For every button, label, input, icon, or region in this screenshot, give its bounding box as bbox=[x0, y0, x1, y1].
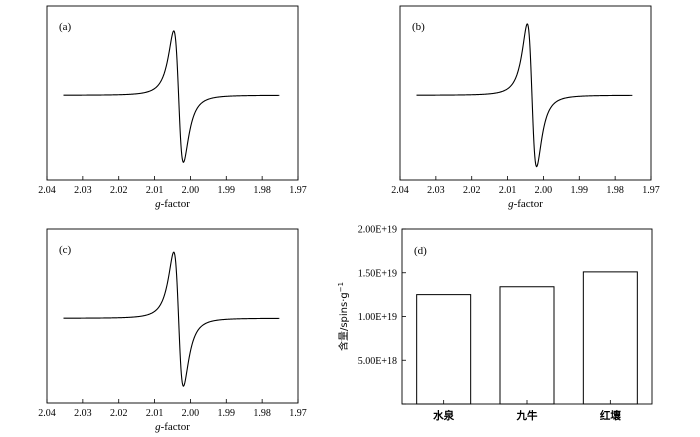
x-tick-label: 2.00 bbox=[182, 408, 200, 419]
epr-signal-line bbox=[63, 30, 280, 163]
x-axis-label-g: g bbox=[155, 198, 161, 210]
x-tick-label: 1.98 bbox=[253, 408, 271, 419]
bar bbox=[416, 294, 472, 405]
x-tick-label: 1.97 bbox=[289, 408, 307, 419]
y-axis-label-superscript: −1 bbox=[337, 282, 345, 292]
y-tick-label: 2.00E+19 bbox=[358, 225, 397, 236]
bar-panel: 5.00E+18 1.00E+19 1.50E+19 2.00E+19 水泉 九牛 红壤 (d… bbox=[337, 225, 653, 422]
panel-label: (b) bbox=[412, 21, 425, 33]
x-tick-label: 1.97 bbox=[289, 185, 307, 196]
x-tick-label: 1.99 bbox=[571, 185, 589, 196]
panel-label: (a) bbox=[59, 21, 72, 33]
x-tick-label: 2.02 bbox=[463, 185, 481, 196]
y-tick-label: 1.00E+19 bbox=[358, 312, 397, 323]
y-axis-label: 含量/spins·g−1 bbox=[337, 282, 350, 351]
x-tick-label: 2.01 bbox=[146, 185, 164, 196]
x-tick-label: 1.97 bbox=[642, 185, 660, 196]
x-tick-label: 2.02 bbox=[110, 185, 128, 196]
x-axis-label-g: g bbox=[508, 198, 514, 210]
plot-frame bbox=[399, 5, 652, 181]
x-tick-label: 九牛 bbox=[516, 409, 538, 422]
bar bbox=[499, 286, 555, 405]
x-tick-label: 2.03 bbox=[427, 185, 445, 196]
x-tick-label: 1.98 bbox=[253, 185, 271, 196]
x-tick-label: 红壤 bbox=[600, 409, 621, 422]
x-tick-label: 2.02 bbox=[110, 408, 128, 419]
x-tick-label: 水泉 bbox=[432, 409, 454, 422]
x-axis-label: g-factor bbox=[155, 421, 190, 433]
epr-panel-1: 2.04 2.03 2.02 2.01 2.00 1.99 1.98 1.97 g-factor… bbox=[391, 5, 660, 210]
x-tick-label: 2.03 bbox=[74, 408, 92, 419]
y-tick-label: 1.50E+19 bbox=[358, 268, 397, 279]
x-tick-label: 2.04 bbox=[391, 185, 409, 196]
x-axis-label-g: g bbox=[155, 421, 161, 433]
x-tick-label: 2.00 bbox=[535, 185, 553, 196]
x-tick-label: 1.99 bbox=[218, 185, 236, 196]
panel-label: (d) bbox=[414, 245, 427, 257]
x-tick-label: 1.98 bbox=[606, 185, 624, 196]
bar bbox=[582, 271, 638, 405]
plot-frame bbox=[46, 228, 299, 404]
x-tick-label: 2.04 bbox=[38, 185, 56, 196]
epr-panel-2: 2.04 2.03 2.02 2.01 2.00 1.99 1.98 1.97 g-factor… bbox=[38, 228, 307, 433]
y-axis-label-text: 含量/spins·g bbox=[337, 292, 350, 351]
x-tick-label: 2.04 bbox=[38, 408, 56, 419]
y-tick-label: 5.00E+18 bbox=[358, 356, 397, 367]
x-axis-label: g-factor bbox=[155, 198, 190, 210]
x-tick-label: 1.99 bbox=[218, 408, 236, 419]
x-axis-label: g-factor bbox=[508, 198, 543, 210]
x-tick-label: 2.01 bbox=[499, 185, 517, 196]
plot-frame bbox=[46, 5, 299, 181]
x-tick-label: 2.00 bbox=[182, 185, 200, 196]
x-tick-label: 2.01 bbox=[146, 408, 164, 419]
x-axis-label-suffix: -factor bbox=[514, 198, 544, 210]
epr-signal-line bbox=[416, 23, 633, 168]
epr-signal-line bbox=[63, 251, 280, 387]
epr-panel-0: 2.04 2.03 2.02 2.01 2.00 1.99 1.98 1.97 g-factor… bbox=[38, 5, 307, 210]
x-tick-label: 2.03 bbox=[74, 185, 92, 196]
x-axis-label-suffix: -factor bbox=[161, 198, 191, 210]
panel-label: (c) bbox=[59, 244, 72, 256]
x-axis-label-suffix: -factor bbox=[161, 421, 191, 433]
